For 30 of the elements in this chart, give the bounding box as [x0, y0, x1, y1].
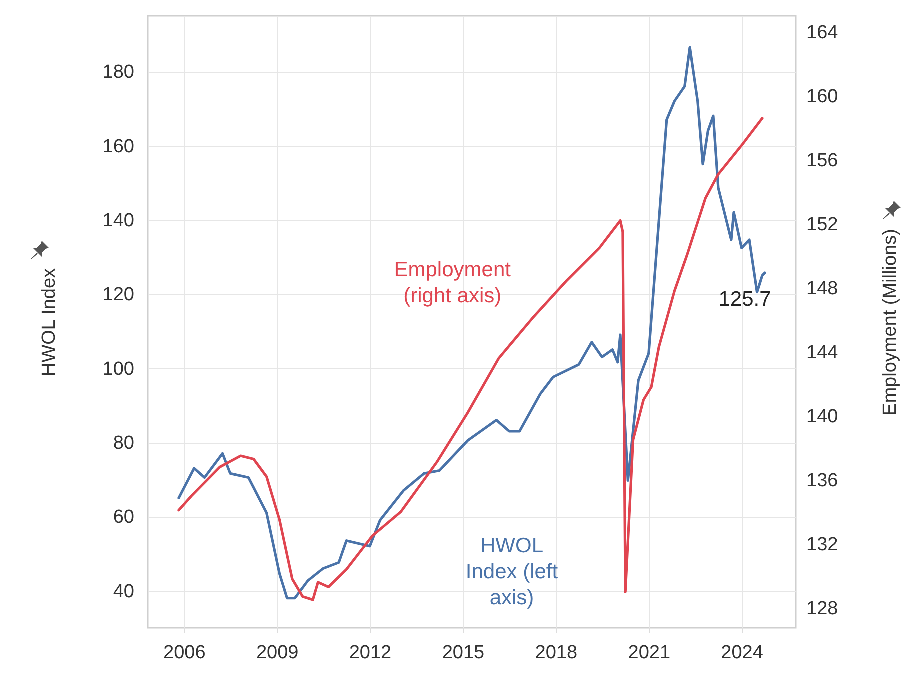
y-tick-label: 140: [102, 210, 134, 232]
y-tick-label: 100: [102, 358, 134, 380]
y2-tick-label: 140: [806, 406, 838, 428]
x-tick-label: 2018: [535, 642, 578, 664]
y-tick-label: 60: [113, 507, 134, 528]
y2-tick-label: 156: [806, 150, 838, 172]
x-tick-label: 2012: [349, 642, 392, 664]
series-label: Employment (right axis): [394, 258, 512, 308]
y-tick-label: 40: [113, 581, 134, 602]
y2-tick-label: 152: [806, 214, 838, 236]
annotation: 125.7: [718, 288, 772, 312]
x-tick-label: 2024: [721, 642, 764, 664]
x-tick-label: 2015: [442, 642, 485, 664]
y-tick-label: 120: [102, 284, 134, 306]
y2-tick-label: 128: [806, 598, 838, 620]
y2-tick-label: 160: [806, 86, 838, 108]
y2-tick-label: 164: [806, 22, 839, 44]
y2-tick-label: 148: [806, 278, 838, 300]
x-tick-label: 2009: [256, 642, 299, 664]
y-tick-label: 160: [102, 136, 134, 158]
y2-tick-label: 136: [806, 470, 838, 492]
y2-tick-label: 144: [806, 342, 839, 364]
y2-axis-title: Employment (Millions): [880, 229, 902, 416]
text: HWOL Index (left axis): [466, 534, 558, 610]
x-tick-label: 2021: [628, 642, 671, 664]
y-axis-title: HWOL Index: [38, 268, 60, 377]
y2-tick-label: 132: [806, 534, 838, 556]
y-tick-label: 180: [102, 62, 134, 84]
y-tick-label: 80: [113, 433, 134, 454]
x-tick-label: 2006: [163, 642, 206, 664]
